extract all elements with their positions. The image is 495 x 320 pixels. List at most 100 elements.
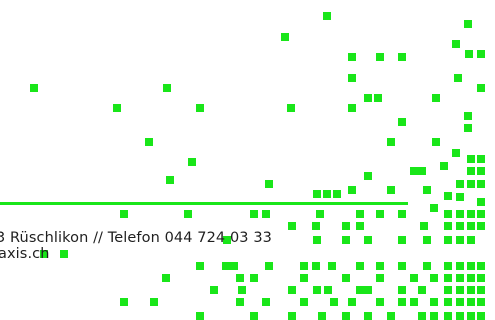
mosaic-square	[265, 180, 273, 188]
mosaic-square	[456, 222, 464, 230]
mosaic-square	[324, 286, 332, 294]
mosaic-square	[444, 312, 452, 320]
mosaic-square	[477, 286, 485, 294]
mosaic-square	[467, 298, 475, 306]
mosaic-square	[423, 262, 431, 270]
mosaic-square	[418, 286, 426, 294]
mosaic-square	[250, 312, 258, 320]
mosaic-square	[166, 176, 174, 184]
mosaic-square	[452, 40, 460, 48]
mosaic-square	[342, 236, 350, 244]
mosaic-square	[313, 236, 321, 244]
mosaic-square	[477, 274, 485, 282]
mosaic-square	[287, 104, 295, 112]
mosaic-square	[477, 298, 485, 306]
mosaic-square	[113, 104, 121, 112]
mosaic-square	[444, 286, 452, 294]
mosaic-square	[477, 222, 485, 230]
mosaic-square	[300, 298, 308, 306]
mosaic-square	[376, 274, 384, 282]
mosaic-square	[348, 186, 356, 194]
mosaic-square	[410, 167, 418, 175]
mosaic-square	[236, 298, 244, 306]
mosaic-square	[188, 158, 196, 166]
mosaic-square	[398, 210, 406, 218]
mosaic-square	[465, 50, 473, 58]
mosaic-square	[398, 298, 406, 306]
mosaic-square	[430, 204, 438, 212]
mosaic-square	[222, 262, 230, 270]
mosaic-square	[196, 312, 204, 320]
mosaic-square	[418, 167, 426, 175]
mosaic-square	[452, 149, 460, 157]
mosaic-square	[477, 262, 485, 270]
mosaic-square	[30, 84, 38, 92]
mosaic-square	[348, 74, 356, 82]
mosaic-square	[342, 312, 350, 320]
mosaic-square	[456, 286, 464, 294]
mosaic-square	[162, 274, 170, 282]
mosaic-square	[467, 222, 475, 230]
mosaic-square	[316, 210, 324, 218]
mosaic-square	[477, 180, 485, 188]
mosaic-square	[456, 193, 464, 201]
mosaic-square	[456, 312, 464, 320]
mosaic-square	[444, 222, 452, 230]
mosaic-square	[300, 262, 308, 270]
mosaic-square	[467, 180, 475, 188]
mosaic-square	[145, 138, 153, 146]
mosaic-square	[467, 286, 475, 294]
mosaic-square	[333, 190, 341, 198]
mosaic-square	[456, 210, 464, 218]
mosaic-square	[300, 274, 308, 282]
mosaic-square	[223, 236, 231, 244]
footer-web-domain: axis.ch	[0, 246, 50, 262]
mosaic-square	[467, 167, 475, 175]
mosaic-square	[477, 50, 485, 58]
mosaic-square	[477, 198, 485, 206]
mosaic-square	[364, 312, 372, 320]
mosaic-square	[376, 210, 384, 218]
mosaic-square	[398, 53, 406, 61]
mosaic-square	[477, 155, 485, 163]
mosaic-square	[444, 192, 452, 200]
mosaic-square	[328, 262, 336, 270]
mosaic-square	[120, 210, 128, 218]
mosaic-square	[330, 298, 338, 306]
mosaic-square	[467, 236, 475, 244]
mosaic-square	[265, 262, 273, 270]
mosaic-square	[454, 74, 462, 82]
mosaic-square	[364, 286, 372, 294]
mosaic-square	[313, 190, 321, 198]
mosaic-square	[467, 210, 475, 218]
mosaic-square	[376, 262, 384, 270]
mosaic-square	[356, 222, 364, 230]
mosaic-square	[356, 286, 364, 294]
mosaic-square	[398, 118, 406, 126]
mosaic-square	[456, 274, 464, 282]
mosaic-square	[356, 210, 364, 218]
mosaic-square	[440, 162, 448, 170]
mosaic-square	[236, 274, 244, 282]
mosaic-square	[423, 186, 431, 194]
mosaic-square	[376, 298, 384, 306]
mosaic-square	[456, 236, 464, 244]
mosaic-square	[281, 33, 289, 41]
mosaic-square	[196, 104, 204, 112]
mosaic-square	[467, 312, 475, 320]
mosaic-square	[464, 20, 472, 28]
mosaic-square	[467, 274, 475, 282]
mosaic-square	[312, 262, 320, 270]
mosaic-square	[387, 138, 395, 146]
mosaic-square	[163, 84, 171, 92]
mosaic-square	[477, 84, 485, 92]
mosaic-square	[312, 222, 320, 230]
mosaic-square	[444, 274, 452, 282]
mosaic-square	[467, 155, 475, 163]
mosaic-square	[348, 104, 356, 112]
mosaic-square	[398, 286, 406, 294]
mosaic-square	[196, 262, 204, 270]
mosaic-square	[374, 94, 382, 102]
mosaic-square	[318, 312, 326, 320]
